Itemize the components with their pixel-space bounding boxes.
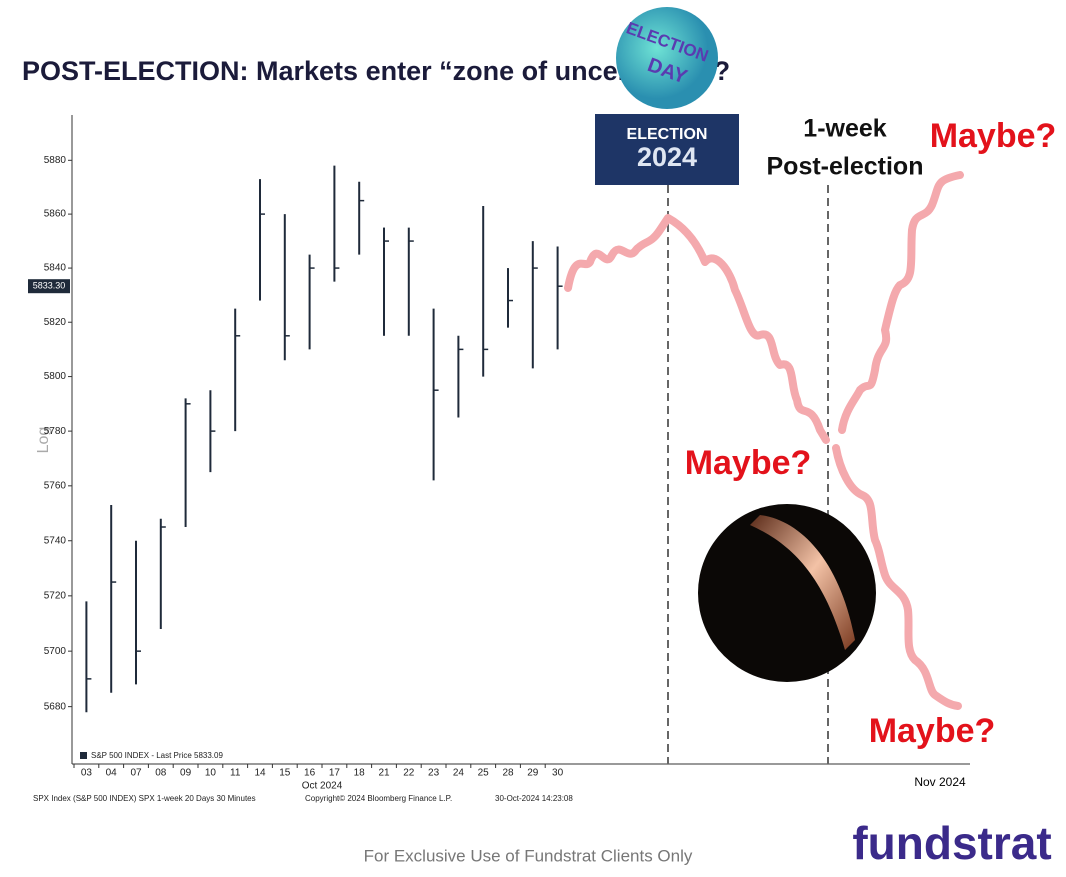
footer: For Exclusive Use of Fundstrat Clients O… bbox=[364, 846, 693, 865]
x-tick-label: 21 bbox=[378, 768, 390, 779]
y-label: Log bbox=[35, 427, 52, 454]
legend-label: S&P 500 INDEX - Last Price 5833.09 bbox=[91, 751, 223, 760]
x-tick-label: 15 bbox=[279, 768, 291, 779]
y-tick-label: 5840 bbox=[44, 263, 67, 274]
badge bbox=[595, 114, 739, 185]
x-tick-label: 14 bbox=[254, 768, 266, 779]
x-tick-label: 09 bbox=[180, 768, 192, 779]
x-tick-label: 29 bbox=[527, 768, 539, 779]
annotation: Maybe? bbox=[869, 712, 996, 750]
annotation: Maybe? bbox=[685, 444, 812, 482]
y-tick-label: 5760 bbox=[44, 480, 67, 491]
x-tick-label: 04 bbox=[106, 768, 118, 779]
x-tick-label: 08 bbox=[155, 768, 167, 779]
legend-swatch bbox=[80, 752, 87, 759]
x-tick-label: 17 bbox=[329, 768, 341, 779]
source: 30-Oct-2024 14:23:08 bbox=[495, 794, 573, 803]
badge-text: ELECTION bbox=[627, 126, 708, 143]
x-tick-label: 28 bbox=[502, 768, 514, 779]
x-tick-label: 25 bbox=[478, 768, 490, 779]
sticker bbox=[616, 7, 718, 109]
badge-text: 2024 bbox=[637, 142, 697, 172]
y-tick-label: 5880 bbox=[44, 155, 67, 166]
x-tick-label: 22 bbox=[403, 768, 415, 779]
scenario-path bbox=[564, 214, 830, 444]
y-tick-label: 5680 bbox=[44, 701, 67, 712]
y-tick-label: 5820 bbox=[44, 317, 67, 328]
coin-image bbox=[698, 504, 876, 682]
x-tick-label: 24 bbox=[453, 768, 465, 779]
scenario-path bbox=[832, 444, 962, 710]
last-price-box bbox=[28, 279, 70, 294]
scenario-path bbox=[838, 171, 964, 434]
y-tick-label: 5800 bbox=[44, 371, 67, 382]
month-label: Nov 2024 bbox=[914, 775, 966, 789]
x-tick-label: 10 bbox=[205, 768, 217, 779]
logo: fundstrat bbox=[852, 817, 1051, 869]
legend bbox=[76, 749, 231, 762]
title: POST-ELECTION: Markets enter “zone of un… bbox=[22, 56, 730, 86]
source: SPX Index (S&P 500 INDEX) SPX 1-week 20 … bbox=[33, 794, 256, 803]
x-tick-label: 03 bbox=[81, 768, 93, 779]
y-tick-label: 5860 bbox=[44, 209, 67, 220]
annotation: Post-election bbox=[767, 153, 924, 181]
last-price-label: 5833.30 bbox=[33, 281, 66, 291]
annotation: Maybe? bbox=[930, 117, 1057, 155]
annotation: 1-week bbox=[803, 115, 886, 143]
month-label: Oct 2024 bbox=[302, 781, 343, 792]
source: Copyright© 2024 Bloomberg Finance L.P. bbox=[305, 794, 452, 803]
x-tick-label: 11 bbox=[230, 768, 241, 779]
y-tick-label: 5780 bbox=[44, 426, 67, 437]
y-tick-label: 5720 bbox=[44, 590, 67, 601]
x-tick-label: 18 bbox=[354, 768, 366, 779]
coin-image bbox=[750, 515, 855, 650]
x-tick-label: 30 bbox=[552, 768, 564, 779]
x-tick-label: 23 bbox=[428, 768, 440, 779]
x-tick-label: 07 bbox=[130, 768, 142, 779]
y-tick-label: 5700 bbox=[44, 646, 67, 657]
y-tick-label: 5740 bbox=[44, 535, 67, 546]
x-tick-label: 16 bbox=[304, 768, 316, 779]
